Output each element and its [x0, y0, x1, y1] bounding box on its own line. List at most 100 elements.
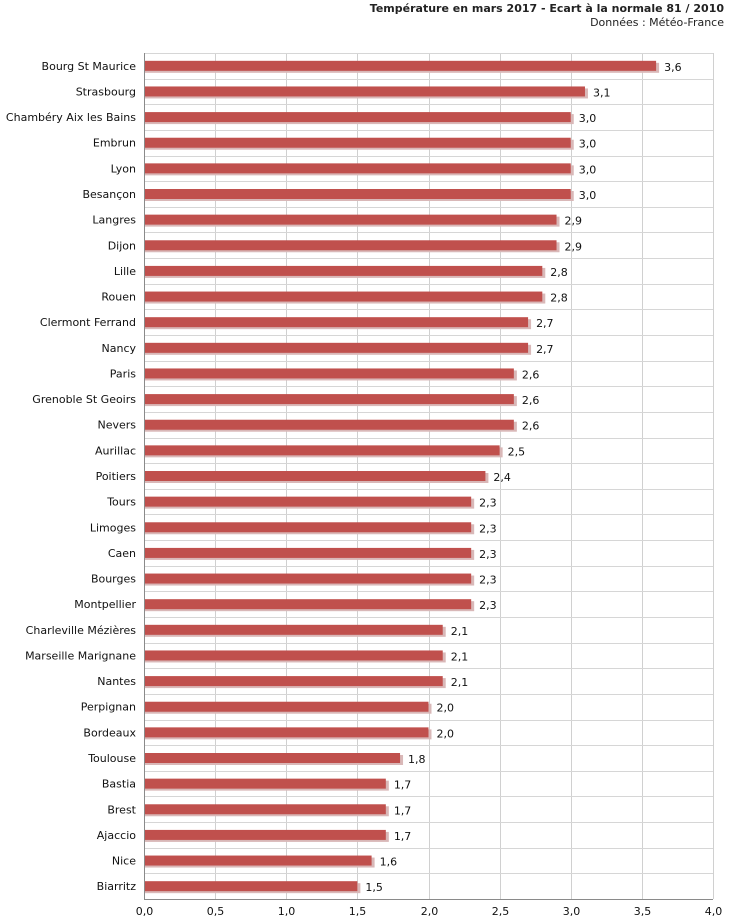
value-label: 1,7 — [394, 830, 412, 843]
category-label: Chambéry Aix les Bains — [6, 111, 136, 124]
category-label: Lille — [114, 265, 136, 278]
value-label: 3,0 — [579, 189, 597, 202]
bar — [145, 317, 529, 328]
category-label: Embrun — [93, 137, 136, 150]
category-label: Dijon — [108, 239, 136, 252]
bar — [145, 214, 557, 225]
bar — [145, 163, 571, 174]
value-label: 1,5 — [365, 881, 383, 894]
bar — [145, 394, 514, 405]
value-label: 2,7 — [536, 317, 554, 330]
category-label: Poitiers — [96, 470, 137, 483]
x-tick-label: 2,0 — [421, 905, 439, 918]
category-label: Nancy — [102, 342, 137, 355]
x-tick-label: 1,5 — [349, 905, 367, 918]
category-label: Perpignan — [81, 701, 136, 714]
value-label: 2,3 — [479, 599, 497, 612]
x-tick-label: 1,0 — [278, 905, 296, 918]
bar — [145, 676, 443, 687]
bar — [145, 445, 500, 456]
value-label: 2,9 — [565, 215, 583, 228]
value-label: 3,0 — [579, 163, 597, 176]
chart-subtitle: Données : Météo-France — [590, 16, 724, 29]
category-label: Caen — [108, 547, 136, 560]
category-label: Rouen — [101, 291, 136, 304]
x-tick-label: 3,0 — [563, 905, 581, 918]
bar — [145, 804, 386, 815]
value-label: 3,0 — [579, 112, 597, 125]
bar — [145, 265, 543, 276]
bar — [145, 753, 401, 763]
bar — [145, 881, 358, 892]
bar — [145, 137, 571, 148]
bar — [145, 547, 472, 558]
category-label: Langres — [92, 214, 136, 227]
category-label: Biarritz — [97, 880, 137, 893]
value-label: 2,1 — [451, 650, 469, 663]
x-tick-label: 0,5 — [207, 905, 225, 918]
category-label: Bourg St Maurice — [42, 60, 137, 73]
value-label: 1,6 — [380, 856, 398, 869]
value-label: 2,3 — [479, 522, 497, 535]
value-label: 2,6 — [522, 394, 540, 407]
category-label: Tours — [106, 496, 136, 509]
value-label: 2,1 — [451, 625, 469, 638]
value-label: 3,6 — [664, 61, 682, 74]
category-label: Charleville Mézières — [26, 624, 137, 637]
category-label: Nice — [112, 855, 136, 868]
bar — [145, 599, 472, 610]
category-label: Marseille Marignane — [25, 649, 136, 662]
bar — [145, 624, 443, 635]
category-label: Grenoble St Geoirs — [32, 393, 136, 406]
value-label: 3,1 — [593, 86, 611, 99]
value-label: 2,6 — [522, 368, 540, 381]
value-label: 3,0 — [579, 138, 597, 151]
value-label: 2,5 — [508, 445, 526, 458]
bar — [145, 471, 486, 481]
value-label: 2,7 — [536, 343, 554, 356]
value-label: 2,3 — [479, 574, 497, 587]
value-label: 2,4 — [493, 471, 511, 484]
category-label: Aurillac — [95, 444, 136, 457]
bar — [145, 368, 514, 379]
category-label: Ajaccio — [97, 829, 136, 842]
category-label: Paris — [110, 367, 136, 380]
bar — [145, 60, 657, 71]
labels-layer: Bourg St Maurice 3,6 Strasbourg 3,1 Chambéry… — [6, 60, 682, 894]
category-label: Besançon — [82, 188, 136, 201]
bar — [145, 650, 443, 661]
bar — [145, 573, 472, 584]
x-tick-label: 0,0 — [136, 905, 154, 918]
value-label: 2,9 — [565, 240, 583, 253]
bar — [145, 727, 429, 738]
bars-layer — [145, 60, 660, 894]
value-label: 1,7 — [394, 779, 412, 792]
category-label: Toulouse — [87, 752, 136, 765]
value-label: 1,7 — [394, 804, 412, 817]
value-label: 2,3 — [479, 548, 497, 561]
bar — [145, 342, 529, 353]
category-label: Bourges — [91, 573, 136, 586]
category-label: Limoges — [90, 521, 136, 534]
value-label: 2,0 — [437, 702, 455, 715]
bar — [145, 522, 472, 533]
x-tick-label: 3,5 — [634, 905, 652, 918]
value-label: 2,0 — [437, 727, 455, 740]
category-label: Strasbourg — [76, 85, 136, 98]
bar — [145, 496, 472, 507]
bar — [145, 701, 429, 712]
value-label: 1,8 — [408, 753, 426, 766]
bar — [145, 855, 372, 866]
value-label: 2,1 — [451, 676, 469, 689]
bar — [145, 291, 543, 302]
x-axis: 0,0 0,5 1,0 1,5 2,0 2,5 3,0 3,5 4,0 — [136, 53, 722, 918]
bar — [145, 189, 571, 199]
bar — [145, 778, 386, 789]
category-label: Nevers — [97, 419, 136, 432]
category-label: Montpellier — [74, 598, 136, 611]
category-label: Clermont Ferrand — [40, 316, 136, 329]
category-label: Bastia — [102, 778, 136, 791]
value-label: 2,8 — [550, 266, 568, 279]
value-label: 2,8 — [550, 292, 568, 305]
